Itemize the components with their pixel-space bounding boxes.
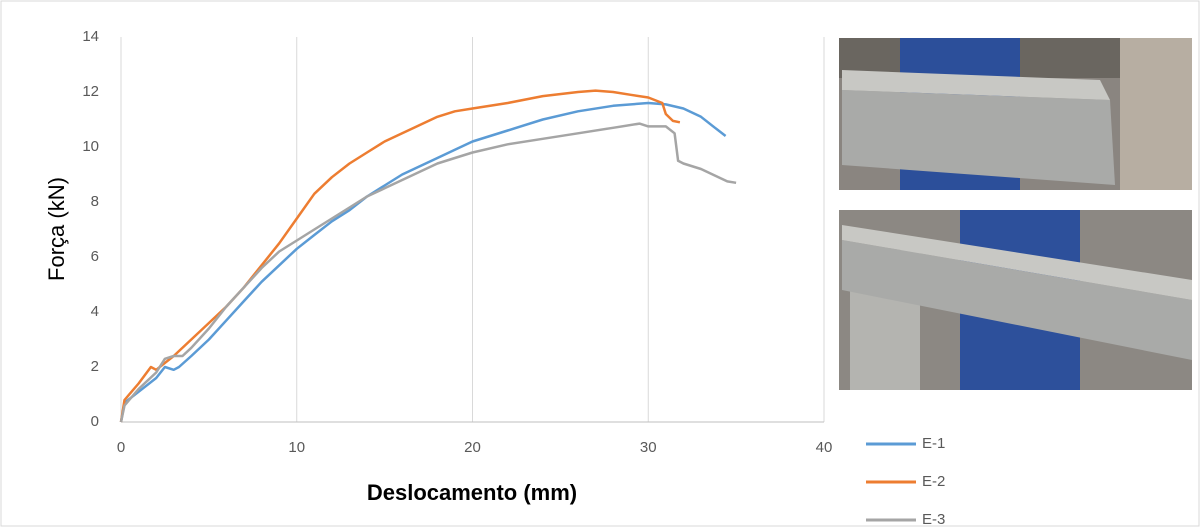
legend-label: E-1 (922, 435, 945, 452)
y-tick-label: 2 (91, 358, 99, 375)
x-axis-title: Deslocamento (mm) (367, 480, 577, 505)
x-tick-label: 10 (288, 439, 305, 456)
legend-label: E-3 (922, 511, 945, 527)
x-tick-label: 30 (640, 439, 657, 456)
y-tick-label: 10 (82, 138, 99, 155)
x-tick-label: 0 (117, 439, 125, 456)
legend-label: E-2 (922, 473, 945, 490)
y-tick-label: 0 (91, 413, 99, 430)
photo-bottom (839, 210, 1192, 390)
photo-top (839, 38, 1192, 190)
y-axis-title: Força (kN) (44, 177, 69, 281)
x-tick-label: 20 (464, 439, 481, 456)
x-tick-label: 40 (816, 439, 833, 456)
y-tick-label: 14 (82, 28, 99, 45)
chart: 0 10 20 30 40 0 2 4 6 8 10 12 14 Deslocamento (mm) For… (0, 0, 1200, 527)
y-tick-label: 8 (91, 193, 99, 210)
y-tick-label: 4 (91, 303, 99, 320)
y-tick-label: 12 (82, 83, 99, 100)
y-tick-label: 6 (91, 248, 99, 265)
